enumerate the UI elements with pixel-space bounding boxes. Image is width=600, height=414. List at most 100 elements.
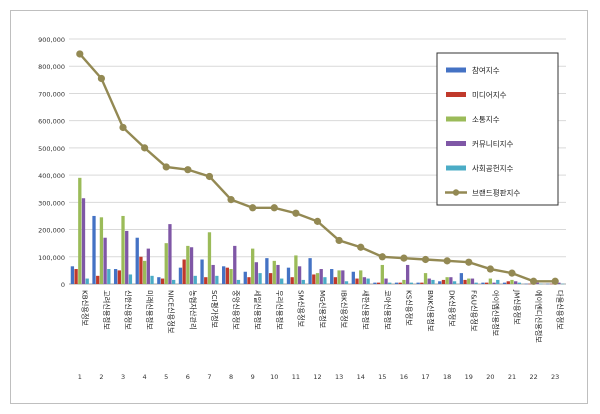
bar xyxy=(142,260,147,284)
x-category-label: KB신용정보 xyxy=(80,290,89,326)
bar xyxy=(139,256,143,284)
x-rank-label: 23 xyxy=(551,373,559,381)
bar xyxy=(459,273,464,284)
x-rank-label: 6 xyxy=(186,373,190,381)
x-category-label: DK신용정보 xyxy=(448,290,457,327)
bar xyxy=(236,279,241,284)
bar xyxy=(502,282,507,284)
line-point xyxy=(486,265,494,273)
legend-swatch-marker xyxy=(452,189,460,196)
y-tick-label: 700,000 xyxy=(38,90,65,98)
bar xyxy=(355,278,359,284)
bar xyxy=(193,275,197,284)
line-point xyxy=(119,123,127,132)
x-category-label: BNK신용정보 xyxy=(426,290,435,332)
bar xyxy=(222,266,226,284)
x-category-label: 코아신용정보 xyxy=(383,290,392,330)
bar xyxy=(474,282,478,284)
bar xyxy=(247,277,251,284)
bar xyxy=(341,270,345,284)
x-rank-label: 12 xyxy=(313,373,321,381)
x-category-label: 새한신용정보 xyxy=(361,290,370,330)
bar xyxy=(463,279,467,284)
bar xyxy=(405,264,410,284)
bar xyxy=(481,282,485,284)
x-category-label: KS신용정보 xyxy=(404,290,413,326)
line-point xyxy=(184,166,192,174)
bar xyxy=(510,279,514,284)
x-rank-label: 9 xyxy=(251,373,255,381)
bar xyxy=(330,269,334,284)
chart-frame: 0 100,000 200,000 300,000 400,000 500,000 600,… xyxy=(10,10,588,404)
legend-swatch xyxy=(446,92,466,97)
line-point xyxy=(76,50,84,58)
x-rank-label: 7 xyxy=(207,373,211,381)
y-tick-label: 400,000 xyxy=(38,172,65,180)
bar xyxy=(452,281,457,284)
bar-layer xyxy=(70,177,565,285)
bar xyxy=(517,282,522,284)
x-category-label: 세일신용정보 xyxy=(253,290,262,330)
bar xyxy=(290,277,294,284)
x-category-label: 우리신용정보 xyxy=(275,290,284,330)
x-rank-label: 16 xyxy=(400,373,408,381)
x-rank-label: 1 xyxy=(78,373,82,381)
bar xyxy=(125,230,129,284)
legend-label: 참여지수 xyxy=(472,65,500,75)
x-category-label: 중앙신용정보 xyxy=(232,290,241,330)
bar xyxy=(251,248,255,284)
line-point xyxy=(292,209,300,217)
bar xyxy=(99,217,104,284)
line-point xyxy=(141,144,149,152)
x-category-label: 에이엔디신용정보 xyxy=(534,290,543,343)
bar xyxy=(467,278,471,284)
line-point xyxy=(205,172,214,181)
legend-swatch xyxy=(446,165,466,171)
bar xyxy=(168,224,172,284)
bar xyxy=(189,247,194,284)
x-rank-label: 20 xyxy=(486,373,494,381)
bar xyxy=(441,279,446,284)
x-rank-label: 15 xyxy=(378,373,386,381)
bar xyxy=(308,258,312,284)
legend-label: 사회공헌지수 xyxy=(472,164,513,173)
bar xyxy=(268,273,273,284)
x-category-label: 농협자산관리 xyxy=(188,290,197,330)
bar xyxy=(207,232,212,284)
bar xyxy=(103,237,107,284)
bar xyxy=(373,282,377,284)
line-point xyxy=(529,277,538,285)
line-point xyxy=(443,257,451,265)
bar xyxy=(178,267,183,284)
bar xyxy=(312,274,316,284)
y-tick-label: 500,000 xyxy=(38,145,65,153)
bar xyxy=(243,271,247,284)
bar xyxy=(344,281,349,284)
bar xyxy=(301,279,305,284)
bar xyxy=(258,273,262,284)
bar xyxy=(272,260,276,284)
x-category-label: MG신용정보 xyxy=(318,290,327,329)
bar xyxy=(351,271,355,284)
bar xyxy=(171,279,176,284)
bar xyxy=(164,243,168,284)
bar xyxy=(150,275,154,284)
bar xyxy=(78,177,82,284)
bar xyxy=(135,237,139,284)
x-category-label: 신한신용정보 xyxy=(124,290,133,330)
bar xyxy=(225,267,230,284)
bar xyxy=(560,283,565,285)
bar xyxy=(319,269,323,284)
bar xyxy=(388,282,392,284)
grid-layer xyxy=(69,38,566,285)
x-rank-label: 17 xyxy=(421,373,429,381)
x-rank-label: 11 xyxy=(292,373,300,381)
legend-label: 커뮤니티지수 xyxy=(472,140,513,149)
y-tick-label: 900,000 xyxy=(38,36,65,44)
line-point xyxy=(97,74,106,83)
bar xyxy=(394,282,399,284)
bar xyxy=(431,279,435,284)
line-point xyxy=(227,196,235,204)
bar xyxy=(315,273,320,284)
line-point xyxy=(508,269,516,277)
